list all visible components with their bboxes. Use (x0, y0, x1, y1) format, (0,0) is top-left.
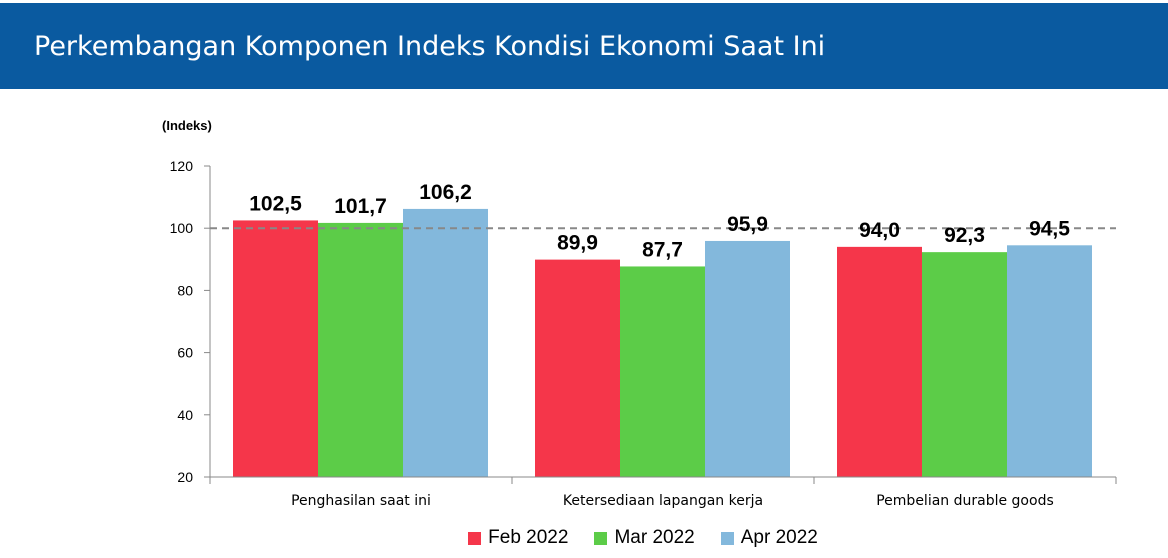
x-category-label: Pembelian durable goods (876, 493, 1054, 509)
data-label: 94,5 (1029, 217, 1070, 240)
bar-mar-2022-1 (318, 222, 403, 477)
y-tick-label: 120 (170, 158, 194, 174)
legend-swatch-feb-2022 (468, 531, 482, 545)
data-label: 95,9 (727, 213, 768, 236)
legend-item-mar-2022: Mar 2022 (594, 527, 695, 549)
y-tick-label: 20 (177, 469, 193, 485)
data-label: 87,7 (642, 238, 683, 261)
bar-feb-2022-1 (233, 220, 318, 478)
legend-swatch-mar-2022 (594, 531, 608, 545)
legend-label-feb-2022: Feb 2022 (488, 527, 569, 548)
bar-mar-2022-3 (922, 252, 1007, 477)
data-label: 106,2 (419, 181, 472, 204)
legend-label-mar-2022: Mar 2022 (614, 527, 695, 548)
bar-feb-2022-2 (535, 259, 620, 477)
y-tick-label: 60 (177, 345, 193, 361)
y-tick-label: 100 (170, 220, 194, 236)
y-axis-unit-label: (Indeks) (162, 118, 212, 133)
chart-legend: Feb 2022 Mar 2022 Apr 2022 (0, 527, 1168, 549)
bar-apr-2022-2 (705, 240, 790, 477)
bar-apr-2022-3 (1007, 245, 1092, 477)
header-bar: Perkembangan Komponen Indeks Kondisi Eko… (0, 3, 1168, 89)
data-label: 89,9 (557, 232, 598, 255)
legend-item-apr-2022: Apr 2022 (720, 527, 818, 549)
bar-apr-2022-1 (403, 208, 488, 477)
page-title: Perkembangan Komponen Indeks Kondisi Eko… (34, 31, 826, 62)
data-label: 101,7 (334, 195, 387, 218)
bar-feb-2022-3 (837, 246, 922, 477)
data-label: 102,5 (249, 192, 302, 215)
data-label: 92,3 (944, 224, 985, 247)
y-tick-label: 80 (177, 282, 193, 298)
legend-swatch-apr-2022 (720, 531, 734, 545)
legend-item-feb-2022: Feb 2022 (468, 527, 568, 549)
bar-mar-2022-2 (620, 266, 705, 477)
y-tick-label: 40 (177, 407, 193, 423)
data-label: 94,0 (859, 219, 900, 242)
legend-label-apr-2022: Apr 2022 (740, 527, 818, 548)
x-category-label: Penghasilan saat ini (291, 493, 431, 509)
x-category-label: Ketersediaan lapangan kerja (563, 493, 763, 509)
